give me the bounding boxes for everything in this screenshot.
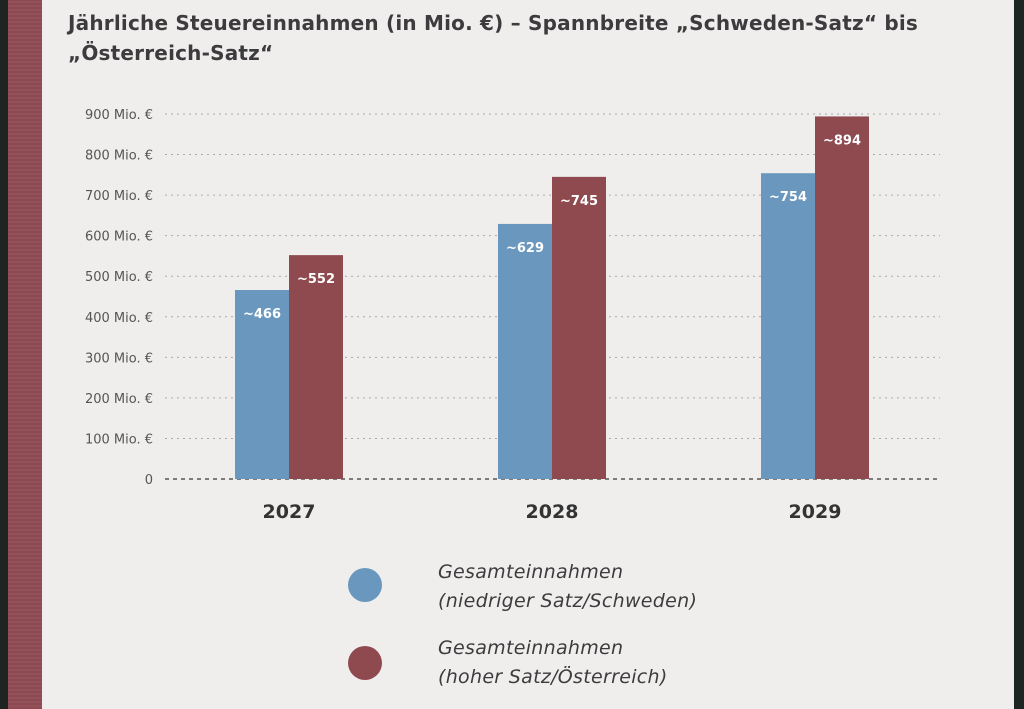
y-tick-label: 0 — [145, 473, 153, 488]
x-tick-label: 2027 — [263, 501, 316, 523]
y-tick-label: 800 Mio. € — [85, 149, 153, 164]
data-label: ~552 — [297, 272, 335, 287]
legend-line: (niedriger Satz/Schweden) — [438, 590, 698, 612]
y-tick-label: 900 Mio. € — [85, 108, 153, 123]
y-tick-label: 200 Mio. € — [85, 392, 153, 407]
chart-title: Jährliche Steuereinnahmen (in Mio. €) – … — [68, 11, 919, 65]
bar — [761, 173, 815, 479]
legend-label-high: Gesamteinnahmen (hoher Satz/Österreich) — [438, 634, 668, 692]
legend-line: Gesamteinnahmen — [438, 637, 624, 659]
data-label: ~894 — [823, 133, 861, 148]
x-tick-label: 2028 — [526, 501, 579, 523]
y-tick-label: 300 Mio. € — [85, 351, 153, 366]
data-label: ~745 — [560, 194, 598, 209]
y-tick-label: 400 Mio. € — [85, 311, 153, 326]
y-tick-label: 500 Mio. € — [85, 270, 153, 285]
decorative-stripe — [8, 0, 42, 709]
data-label: ~466 — [243, 307, 281, 322]
legend-line: Gesamteinnahmen — [438, 561, 624, 583]
legend-label-low: Gesamteinnahmen (niedriger Satz/Schweden) — [438, 558, 697, 616]
bar — [815, 116, 869, 479]
data-label: ~629 — [506, 241, 544, 256]
bar — [498, 223, 552, 479]
x-tick-label: 2029 — [789, 501, 842, 523]
legend-marker-high — [348, 646, 382, 680]
y-tick-label: 100 Mio. € — [85, 432, 153, 447]
y-tick-label: 600 Mio. € — [85, 230, 153, 245]
bar — [235, 290, 289, 479]
data-label: ~754 — [769, 190, 807, 205]
legend-line: (hoher Satz/Österreich) — [438, 666, 668, 688]
legend-marker-low — [348, 568, 382, 602]
y-tick-label: 700 Mio. € — [85, 189, 153, 204]
bar — [552, 176, 606, 479]
bar — [289, 255, 343, 479]
